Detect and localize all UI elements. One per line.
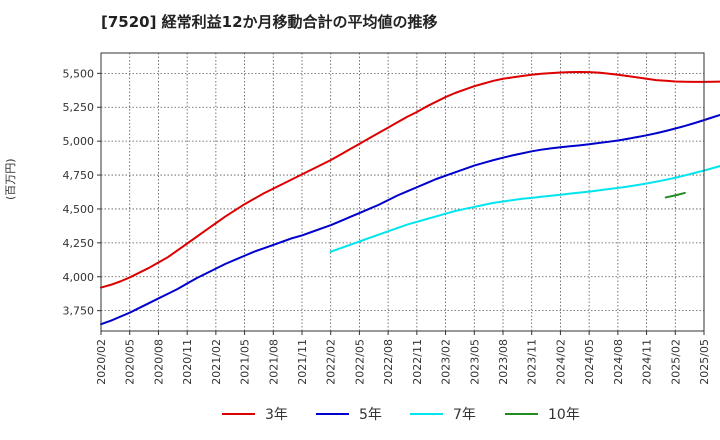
legend-label-3: 7年	[453, 407, 476, 423]
x-tick-label: 2024/05	[583, 339, 596, 385]
legend-label-4: 10年	[548, 407, 580, 423]
x-tick-label: 2024/08	[612, 339, 625, 385]
x-tick-label: 2025/02	[669, 339, 682, 385]
x-tick-label: 2022/11	[411, 339, 424, 385]
legend-label-1: 3年	[265, 407, 288, 423]
x-tick-label: 2020/02	[95, 339, 108, 385]
x-tick-label: 2023/11	[526, 339, 539, 385]
x-tick-label: 2025/05	[698, 339, 711, 385]
x-tick-label: 2021/11	[296, 339, 309, 385]
x-tick-label: 2020/05	[124, 339, 137, 385]
y-axis-ticks: 3,750 4,000 4,250 4,500 4,750 5,000 5,250 5,500	[63, 67, 101, 318]
y-tick-label: 4,750	[63, 169, 95, 182]
series-line-1	[100, 70, 720, 289]
y-tick-label: 5,000	[63, 135, 95, 148]
y-tick-label: 5,500	[63, 67, 95, 80]
x-tick-label: 2024/11	[641, 339, 654, 385]
series-line-2	[100, 113, 720, 326]
x-tick-label: 2022/02	[325, 339, 338, 385]
x-axis-ticks: 2020/02 2020/05 2020/08 2020/11 2021/02 2021/…	[95, 331, 711, 385]
chart-title: [7520] 経常利益12か月移動合計の平均値の推移	[101, 13, 438, 31]
y-tick-label: 5,250	[63, 101, 95, 114]
x-tick-label: 2022/05	[353, 339, 366, 385]
y-tick-label: 4,250	[63, 237, 95, 250]
x-tick-label: 2020/11	[181, 339, 194, 385]
x-tick-label: 2023/08	[497, 339, 510, 385]
x-tick-label: 2023/05	[468, 339, 481, 385]
legend-label-2: 5年	[359, 407, 382, 423]
y-tick-label: 4,500	[63, 203, 95, 216]
x-tick-label: 2021/05	[239, 339, 252, 385]
legend: 3年 5年 7年 10年	[222, 407, 580, 423]
x-tick-label: 2020/08	[152, 339, 165, 385]
x-tick-label: 2024/02	[554, 339, 567, 385]
x-tick-label: 2021/02	[210, 339, 223, 385]
plot-frame	[100, 52, 705, 332]
x-tick-label: 2022/08	[382, 339, 395, 385]
series-lines	[100, 70, 720, 326]
y-tick-label: 4,000	[63, 271, 95, 284]
series-line-4	[664, 191, 686, 199]
series-line-3	[329, 164, 720, 253]
x-tick-label: 2021/08	[267, 339, 280, 385]
grid	[100, 53, 705, 331]
y-tick-label: 3,750	[63, 305, 95, 318]
x-tick-label: 2023/02	[440, 339, 453, 385]
